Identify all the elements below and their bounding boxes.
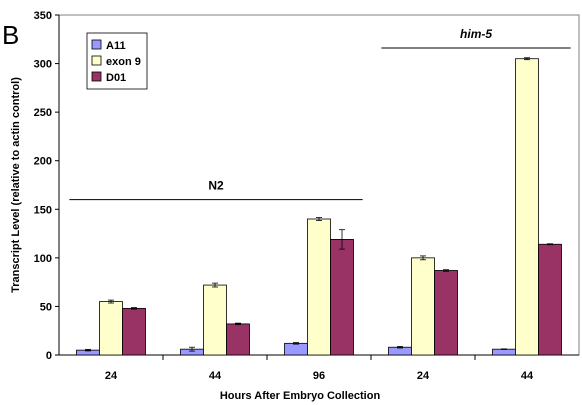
legend-label: A11 <box>106 40 126 52</box>
legend-swatch <box>91 39 102 50</box>
legend: A11 exon 9 D01 <box>86 32 148 90</box>
x-tick-label: 96 <box>313 370 325 382</box>
x-tick-label: 24 <box>105 370 118 382</box>
bar-d01 <box>538 243 562 356</box>
y-tick-label: 300 <box>34 59 52 71</box>
x-tick-label: 44 <box>209 370 222 382</box>
x-tick-label: 24 <box>417 370 430 382</box>
panel-label: B <box>2 20 19 50</box>
bar-exon-9 <box>307 218 331 356</box>
y-tick-label: 50 <box>40 301 52 313</box>
legend-swatch <box>91 71 102 82</box>
bar-exon-9 <box>99 301 123 356</box>
y-tick-label: 200 <box>34 156 52 168</box>
bar-exon-9 <box>411 257 435 356</box>
y-tick-label: 100 <box>34 253 52 265</box>
x-axis-ticks: 24 44 96 24 44 <box>105 355 534 382</box>
bars <box>76 57 562 356</box>
legend-swatch <box>91 55 102 66</box>
legend-label: exon 9 <box>106 56 141 68</box>
bar-d01 <box>226 323 250 356</box>
legend-label: D01 <box>106 72 126 84</box>
x-tick-label: 44 <box>521 370 534 382</box>
bar-exon-9 <box>203 284 227 356</box>
y-axis-title: Transcript Level (relative to actin cont… <box>10 77 22 293</box>
bar-exon-9 <box>515 58 539 356</box>
y-tick-label: 150 <box>34 204 52 216</box>
y-tick-label: 350 <box>34 10 52 22</box>
bar-d01 <box>434 270 458 356</box>
bar-d01 <box>330 238 354 356</box>
y-tick-label: 0 <box>46 350 52 362</box>
y-tick-label: 250 <box>34 107 52 119</box>
group-label: N2 <box>208 179 224 193</box>
group-label: him-5 <box>460 27 492 41</box>
bar-a11 <box>492 348 516 356</box>
bar-a11 <box>284 342 308 356</box>
x-axis-title: Hours After Embryo Collection <box>220 390 381 402</box>
bar-d01 <box>122 307 146 356</box>
group-annotations: N2 him-5 <box>69 27 571 201</box>
